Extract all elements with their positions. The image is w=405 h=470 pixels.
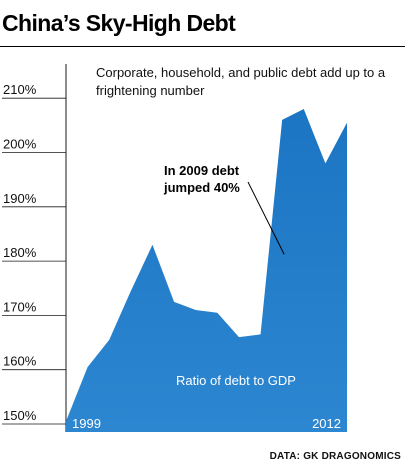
debt-ratio-area: [66, 109, 347, 432]
annotation-line-2: jumped 40%: [163, 180, 240, 195]
annotation-line-1: In 2009 debt: [164, 163, 240, 178]
chart-title: China’s Sky-High Debt: [2, 10, 236, 36]
area-series-label: Ratio of debt to GDP: [176, 373, 296, 388]
area-series: [65, 109, 348, 432]
x-tick-label-end: 2012: [312, 416, 341, 431]
grid-lines: [2, 64, 67, 432]
chart-subtitle: Corporate, household, and public debt ad…: [96, 65, 386, 98]
y-tick-label: 160%: [3, 354, 37, 369]
y-tick-label: 190%: [3, 191, 37, 206]
y-axis-tick-labels: 150% 160% 170% 180% 190% 200% 210%: [3, 82, 37, 423]
y-tick-label: 180%: [3, 245, 37, 260]
annotation-leader-line: [247, 181, 285, 255]
title-divider: [0, 46, 405, 47]
y-tick-label: 200%: [3, 137, 37, 152]
chart-annotations: Ratio of debt to GDP In 2009 debt jumped 4…: [163, 163, 296, 388]
x-axis-tick-labels: 1999 2012: [72, 416, 341, 431]
data-source: DATA: GK DRAGONOMICS: [269, 451, 401, 462]
y-tick-label: 170%: [3, 299, 37, 314]
x-tick-label-start: 1999: [72, 416, 101, 431]
y-tick-label: 210%: [3, 82, 37, 97]
y-tick-label: 150%: [3, 408, 37, 423]
